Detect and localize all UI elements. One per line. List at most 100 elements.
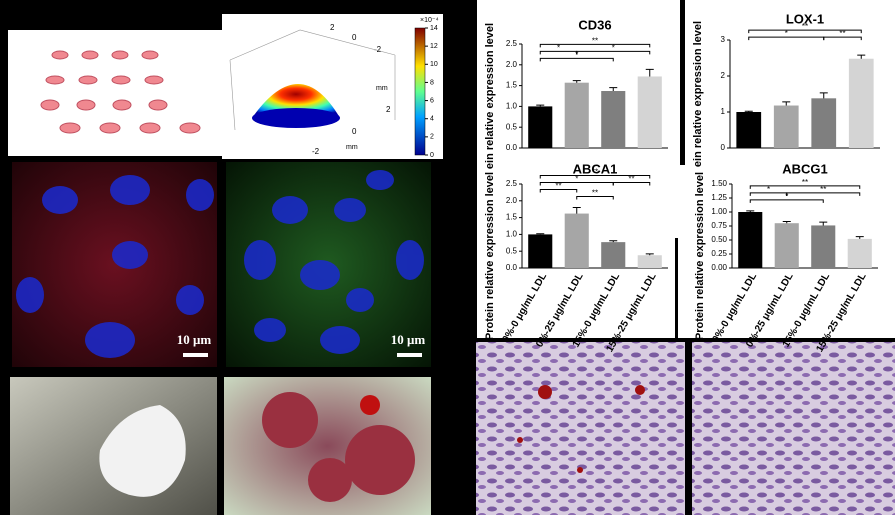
y-tick-label: 0.50 bbox=[711, 235, 727, 244]
bar bbox=[637, 76, 662, 148]
surface-base bbox=[252, 108, 340, 128]
error-bar bbox=[819, 221, 828, 226]
significance-label: ** bbox=[839, 29, 845, 38]
error-bar bbox=[819, 92, 828, 99]
axis-tick-label: 0 bbox=[352, 33, 357, 42]
significance-bracket bbox=[749, 199, 824, 203]
significance-bracket bbox=[539, 175, 651, 179]
y-tick-label: 1.25 bbox=[711, 193, 727, 202]
y-tick-label: 1.5 bbox=[506, 81, 518, 90]
significance-bracket bbox=[539, 43, 651, 48]
y-tick-label: 2 bbox=[721, 71, 726, 80]
chip-wells bbox=[40, 50, 201, 134]
significance-label: ** bbox=[592, 36, 598, 45]
bar bbox=[738, 212, 763, 268]
nuclei bbox=[16, 170, 424, 358]
oil-red-cells bbox=[262, 392, 415, 502]
error-bar bbox=[609, 87, 618, 92]
surface-plot bbox=[222, 14, 443, 159]
axis-tick-label: -2 bbox=[312, 147, 320, 156]
error-bar bbox=[782, 221, 791, 224]
significance-label: * bbox=[575, 175, 578, 184]
tissue-section bbox=[476, 342, 685, 515]
y-tick-label: 1.00 bbox=[711, 207, 727, 216]
colorbar-exponent: ×10⁻⁴ bbox=[420, 17, 439, 24]
axis-tick-label: -2 bbox=[374, 45, 382, 54]
error-bar bbox=[645, 68, 654, 77]
significance-label: ** bbox=[592, 168, 598, 177]
colorbar-label: 10 bbox=[430, 61, 438, 68]
significance-bracket bbox=[612, 182, 651, 186]
scale-bar bbox=[183, 353, 208, 357]
y-axis-label: Protein relative expression level bbox=[694, 172, 706, 340]
colorbar bbox=[414, 27, 426, 156]
significance-label: ** bbox=[555, 182, 561, 191]
y-axis-label: ein relative expression level bbox=[692, 21, 704, 167]
bar bbox=[848, 58, 874, 148]
significance-label: * bbox=[785, 29, 788, 38]
significance-label: ** bbox=[820, 185, 826, 194]
significance-label: * bbox=[575, 50, 578, 59]
bar bbox=[811, 225, 836, 268]
chart-panel bbox=[477, 0, 895, 338]
surface-labels: 0 2 4 6 8 10 12 14×10⁻⁴ mm mm 2 0 -2 -2 0 2 bbox=[229, 17, 439, 159]
colorbar-label: 8 bbox=[430, 79, 434, 86]
lipid-droplets bbox=[517, 385, 645, 473]
y-tick-label: 0.5 bbox=[506, 246, 518, 255]
y-tick-label: 0.75 bbox=[711, 221, 727, 230]
error-bar bbox=[536, 233, 545, 235]
y-tick-label: 0.0 bbox=[506, 143, 518, 152]
chart-title: ABCA1 bbox=[573, 161, 618, 176]
tissue-section bbox=[692, 342, 895, 515]
axis-tick-label: 0 bbox=[352, 127, 357, 136]
y-tick-label: 0 bbox=[721, 143, 726, 152]
y-tick-label: 3 bbox=[721, 35, 726, 44]
significance-label: * bbox=[557, 43, 560, 52]
axis-unit: mm bbox=[346, 144, 358, 151]
y-axis-label: Protein relative expression level bbox=[484, 172, 496, 340]
bar bbox=[601, 91, 626, 148]
significance-label: * bbox=[612, 43, 615, 52]
chart-title: LOX-1 bbox=[786, 11, 824, 26]
error-bar bbox=[572, 80, 581, 83]
significance-bracket bbox=[576, 50, 651, 55]
hydrogel bbox=[99, 405, 186, 497]
significance-bracket bbox=[823, 36, 862, 41]
y-tick-label: 0.25 bbox=[711, 249, 727, 258]
colorbar-label: 6 bbox=[430, 97, 434, 104]
error-bar bbox=[857, 54, 866, 59]
y-tick-label: 1.50 bbox=[711, 179, 727, 188]
bar bbox=[847, 238, 872, 268]
bar bbox=[774, 223, 799, 268]
y-axis-label: ein relative expression level bbox=[484, 23, 496, 169]
chart-title: ABCG1 bbox=[782, 161, 828, 176]
significance-bracket bbox=[749, 185, 861, 189]
scale-bar bbox=[397, 353, 422, 357]
bar bbox=[564, 82, 589, 148]
error-bar bbox=[572, 207, 581, 214]
significance-label: ** bbox=[802, 22, 808, 31]
bar bbox=[528, 106, 553, 148]
y-tick-label: 1.0 bbox=[506, 230, 518, 239]
significance-label: * bbox=[767, 185, 770, 194]
bar bbox=[564, 213, 589, 268]
error-bar bbox=[746, 210, 755, 212]
significance-bracket bbox=[539, 189, 578, 193]
y-tick-label: 0.5 bbox=[506, 122, 518, 131]
scale-label: 10 μm bbox=[177, 332, 212, 347]
divider bbox=[675, 238, 678, 338]
colorbar-label: 0 bbox=[430, 152, 434, 159]
significance-label: ** bbox=[592, 189, 598, 198]
divider bbox=[680, 0, 685, 165]
error-bar bbox=[744, 110, 753, 112]
error-bar bbox=[609, 240, 618, 243]
significance-bracket bbox=[539, 57, 614, 62]
significance-label: ** bbox=[802, 178, 808, 187]
colorbar-label: 14 bbox=[430, 25, 438, 32]
bar bbox=[528, 234, 553, 268]
y-tick-label: 0.00 bbox=[711, 263, 727, 272]
error-bar bbox=[645, 253, 654, 256]
significance-bracket bbox=[786, 192, 861, 196]
